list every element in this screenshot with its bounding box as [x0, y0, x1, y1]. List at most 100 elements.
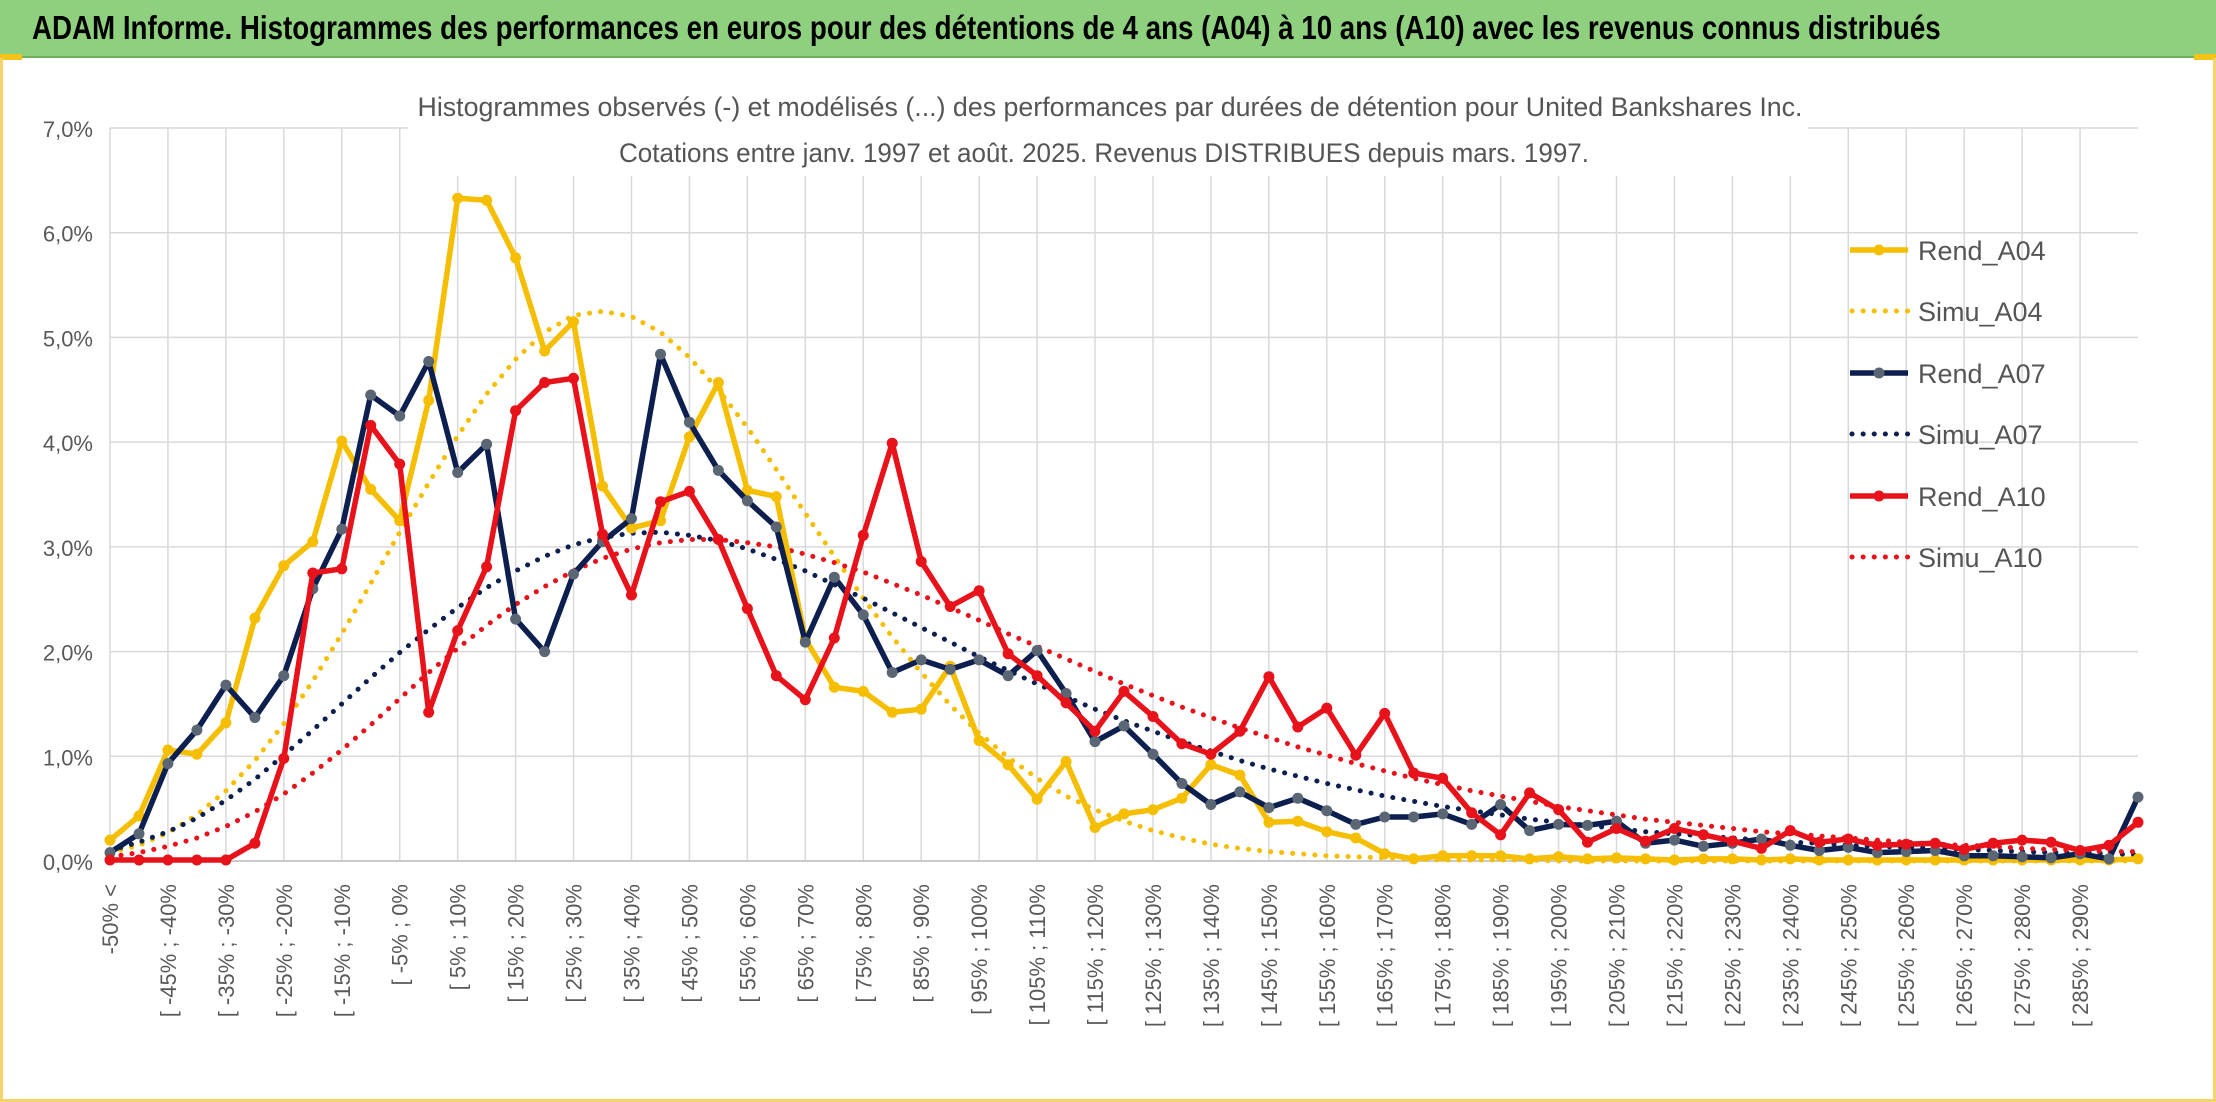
data-point: [1697, 840, 1709, 852]
data-point: [1176, 738, 1188, 750]
chart-series: [104, 192, 2144, 866]
legend-item: Simu_A10: [1849, 543, 2043, 573]
data-point: [220, 717, 232, 729]
data-point: [1755, 842, 1767, 854]
data-point: [2016, 851, 2028, 863]
data-point: [597, 528, 608, 540]
legend-label: Rend_A04: [1918, 236, 2046, 266]
data-point: [1669, 823, 1680, 834]
data-point: [973, 585, 985, 597]
data-point: [886, 706, 898, 718]
data-point: [1784, 853, 1796, 865]
data-point: [655, 348, 666, 360]
x-axis-tick-labels: -50% < [ -45% ; -40% [ -35% ; -30% [ -25% ;…: [98, 884, 2093, 1027]
banner-corner-right: [2194, 54, 2216, 60]
data-point: [510, 252, 522, 264]
data-point: [2045, 852, 2057, 864]
data-point: [1871, 839, 1883, 851]
data-point: [452, 467, 464, 478]
x-tick-label: [ 85% ; 90%: [909, 884, 934, 1003]
data-point: [1089, 822, 1101, 833]
data-point: [510, 405, 522, 417]
data-point: [712, 377, 724, 388]
data-point: [1640, 835, 1651, 847]
data-point: [770, 491, 782, 503]
data-point: [336, 435, 348, 447]
x-tick-label: [ 25% ; 30%: [562, 884, 587, 1003]
data-point: [886, 667, 898, 678]
data-point: [336, 563, 348, 575]
data-point: [1176, 792, 1188, 804]
data-point: [1755, 833, 1767, 845]
data-point: [1350, 749, 1362, 761]
data-point: [1002, 648, 1014, 660]
y-tick-label: 4,0%: [43, 431, 93, 456]
x-tick-label: [ -35% ; -30%: [214, 884, 239, 1017]
data-point: [1466, 807, 1478, 819]
data-point: [249, 612, 261, 624]
data-point: [1813, 854, 1825, 866]
data-point: [2103, 839, 2115, 851]
x-tick-label: [ 145% ; 150%: [1257, 884, 1282, 1027]
data-point: [1697, 829, 1709, 841]
y-tick-label: 3,0%: [43, 536, 93, 561]
x-tick-label: [ 175% ; 180%: [1431, 884, 1456, 1027]
data-point: [1553, 804, 1565, 816]
data-point: [423, 706, 435, 718]
data-point: [1466, 818, 1478, 830]
data-point: [770, 521, 782, 533]
data-point: [1350, 818, 1362, 830]
data-point: [394, 410, 406, 422]
data-point: [1263, 671, 1275, 683]
y-tick-label: 1,0%: [43, 745, 93, 770]
data-point: [915, 556, 927, 567]
data-point: [655, 496, 666, 508]
data-point: [1060, 688, 1072, 699]
data-point: [1263, 802, 1275, 814]
y-tick-label: 0,0%: [43, 850, 93, 875]
data-point: [1553, 818, 1565, 830]
data-point: [1031, 645, 1043, 656]
x-tick-label: [ 205% ; 210%: [1605, 884, 1630, 1027]
legend-item: Rend_A07: [1850, 359, 2046, 389]
data-point: [799, 694, 811, 706]
data-point: [1697, 853, 1709, 865]
x-tick-label: -50% <: [98, 884, 123, 954]
x-tick-label: [ 15% ; 20%: [504, 884, 529, 1003]
data-point: [1640, 853, 1651, 865]
x-tick-label: [ 255% ; 260%: [1894, 884, 1919, 1027]
y-tick-label: 5,0%: [43, 326, 93, 351]
data-point: [857, 609, 869, 621]
x-tick-label: [ 35% ; 40%: [619, 884, 644, 1003]
data-point: [249, 712, 261, 723]
data-point: [799, 636, 811, 648]
data-point: [1002, 759, 1014, 771]
data-point: [191, 748, 203, 760]
data-point: [2074, 845, 2086, 856]
data-point: [1002, 670, 1014, 682]
chart-frame: [0, 58, 2216, 1102]
data-point: [1147, 711, 1159, 722]
data-point: [1784, 825, 1796, 837]
data-point: [1147, 748, 1159, 760]
x-tick-label: [ 225% ; 230%: [1720, 884, 1745, 1027]
legend-marker: [1873, 490, 1885, 502]
data-point: [1263, 816, 1275, 828]
report-title: ADAM Informe. Histogrammes des performan…: [32, 9, 1941, 46]
legend-marker: [1873, 367, 1885, 379]
data-point: [1842, 854, 1854, 866]
x-tick-label: [ 165% ; 170%: [1373, 884, 1398, 1027]
data-point: [1089, 725, 1101, 737]
data-point: [1669, 854, 1680, 866]
data-point: [828, 632, 840, 644]
report-banner: ADAM Informe. Histogrammes des performan…: [0, 0, 2216, 60]
chart-subtitle: Cotations entre janv. 1997 et août. 2025…: [619, 138, 1589, 168]
legend-label: Simu_A10: [1918, 543, 2043, 573]
y-tick-label: 7,0%: [43, 117, 93, 142]
data-point: [452, 192, 464, 204]
data-point: [1842, 841, 1854, 853]
data-point: [481, 561, 493, 573]
data-point: [1205, 748, 1217, 760]
data-point: [539, 377, 551, 388]
